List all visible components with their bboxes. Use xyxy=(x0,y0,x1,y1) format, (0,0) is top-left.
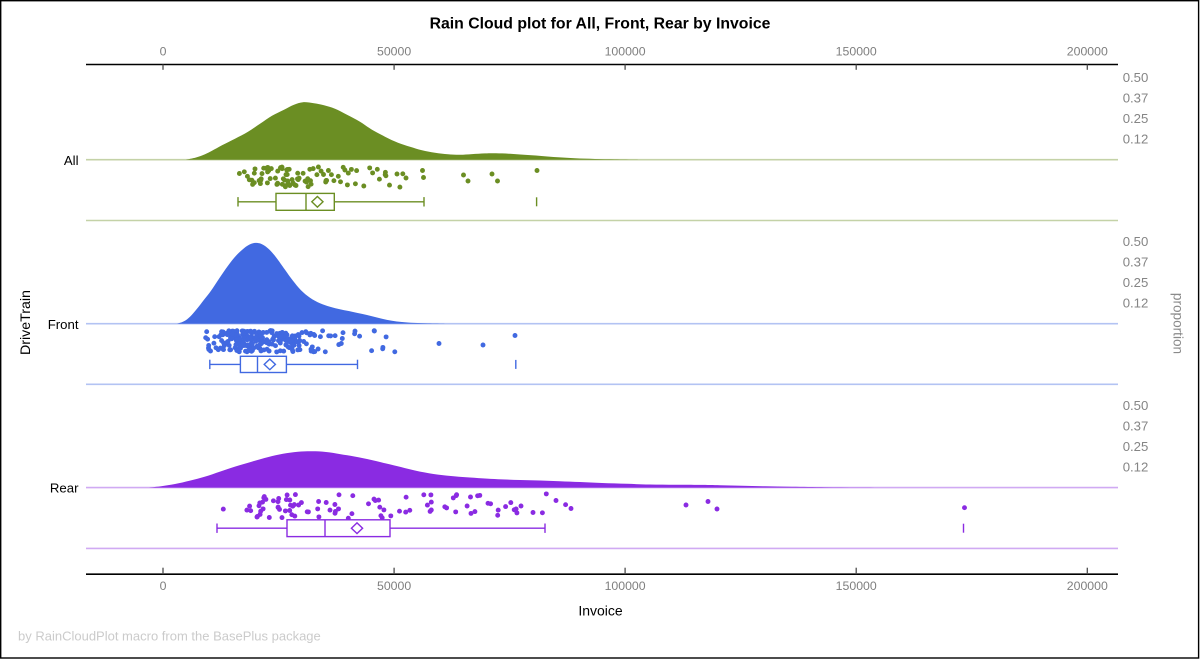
svg-text:by RainCloudPlot macro from th: by RainCloudPlot macro from the BasePlus… xyxy=(18,628,321,643)
svg-text:0.25: 0.25 xyxy=(1123,111,1149,126)
svg-text:50000: 50000 xyxy=(377,579,411,593)
svg-text:0.37: 0.37 xyxy=(1123,91,1149,106)
svg-text:Rear: Rear xyxy=(50,481,79,496)
svg-text:0.25: 0.25 xyxy=(1123,439,1149,454)
svg-text:0: 0 xyxy=(160,579,167,593)
svg-text:0.50: 0.50 xyxy=(1123,398,1149,413)
svg-text:200000: 200000 xyxy=(1067,45,1108,59)
svg-text:50000: 50000 xyxy=(377,45,411,59)
svg-text:0.50: 0.50 xyxy=(1123,70,1149,85)
svg-text:Invoice: Invoice xyxy=(578,603,623,619)
svg-text:0: 0 xyxy=(160,45,167,59)
svg-text:150000: 150000 xyxy=(836,579,877,593)
svg-text:0.50: 0.50 xyxy=(1123,234,1149,249)
svg-text:100000: 100000 xyxy=(605,45,646,59)
svg-text:DriveTrain: DriveTrain xyxy=(18,290,34,355)
svg-text:Front: Front xyxy=(48,317,79,332)
svg-text:0.12: 0.12 xyxy=(1123,460,1149,475)
svg-text:200000: 200000 xyxy=(1067,579,1108,593)
svg-text:0.37: 0.37 xyxy=(1123,419,1149,434)
svg-text:0.12: 0.12 xyxy=(1123,296,1149,311)
svg-text:Rain Cloud plot for All, Front: Rain Cloud plot for All, Front, Rear by … xyxy=(430,16,771,33)
svg-text:0.37: 0.37 xyxy=(1123,255,1149,270)
svg-text:All: All xyxy=(64,153,79,168)
svg-text:100000: 100000 xyxy=(605,579,646,593)
svg-text:proportion: proportion xyxy=(1171,293,1186,354)
svg-text:0.12: 0.12 xyxy=(1123,132,1149,147)
svg-text:150000: 150000 xyxy=(836,45,877,59)
svg-text:0.25: 0.25 xyxy=(1123,275,1149,290)
